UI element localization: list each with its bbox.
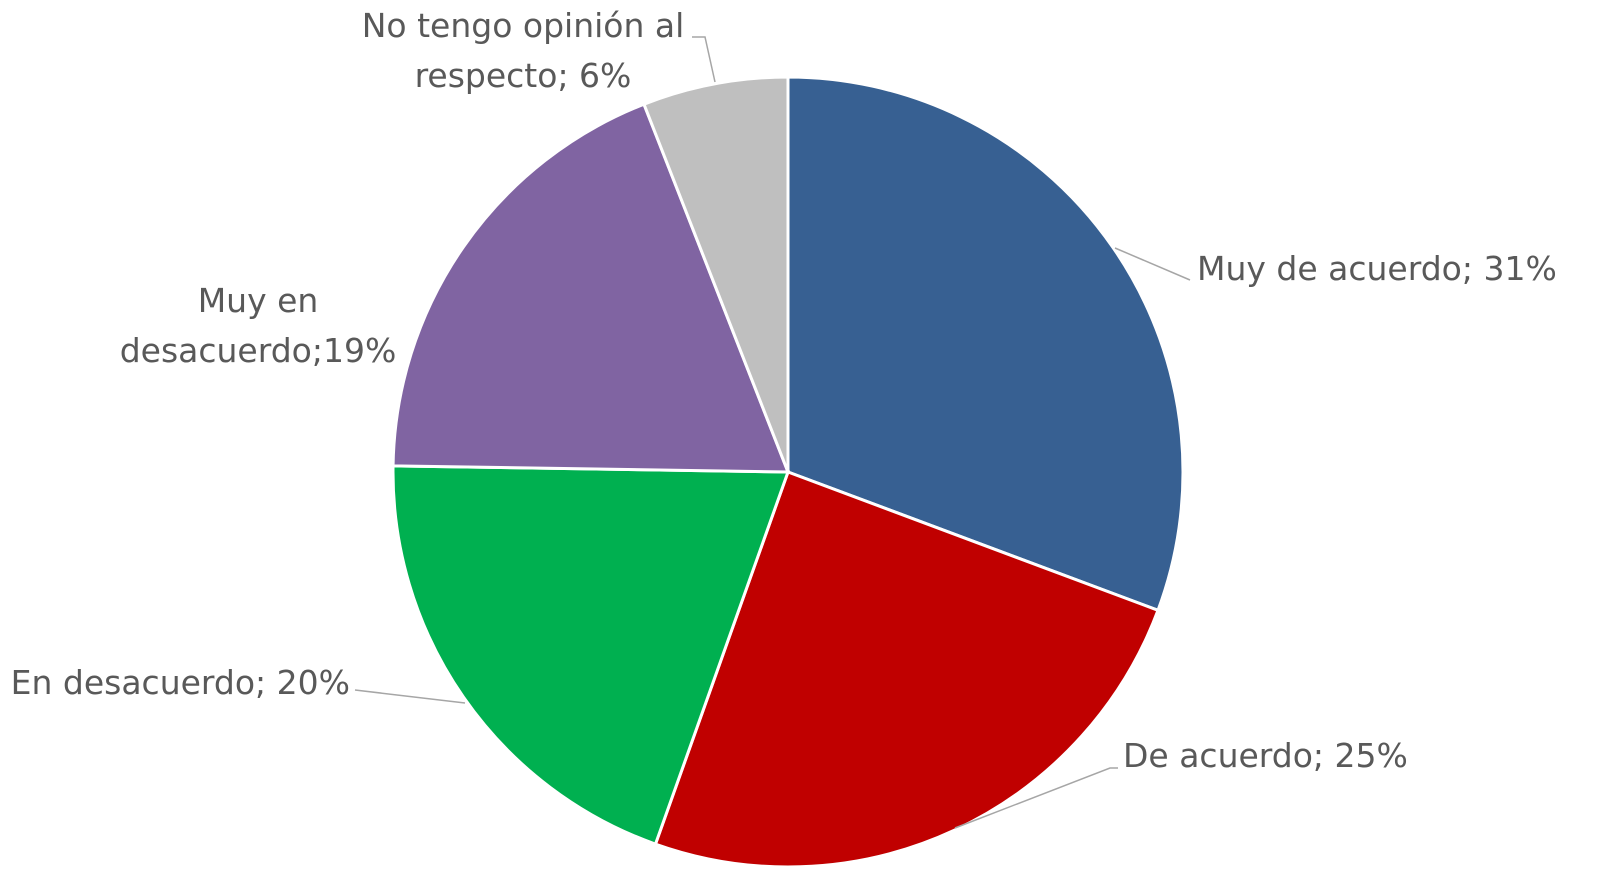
leader-line [954, 767, 1118, 829]
label-line: No tengo opinión al [362, 6, 685, 45]
pie-slice [391, 102, 791, 474]
data-label: De acuerdo; 25% [1123, 736, 1408, 775]
pie-slice [786, 75, 1185, 613]
pie-slice [391, 464, 791, 847]
data-label: No tengo opinión al respecto; 6% [362, 6, 685, 95]
leader-line [1114, 247, 1191, 281]
label-line: De acuerdo; 25% [1123, 736, 1408, 775]
label-line: desacuerdo;19% [120, 331, 397, 370]
data-label: Muy en desacuerdo;19% [120, 281, 397, 370]
label-line: Muy de acuerdo; 31% [1197, 249, 1557, 288]
data-label: Muy de acuerdo; 31% [1197, 249, 1557, 288]
label-line: En desacuerdo; 20% [11, 663, 350, 702]
label-line: Muy en [198, 281, 319, 320]
pie-slice [642, 75, 790, 473]
data-label: En desacuerdo; 20% [11, 663, 350, 702]
leader-line [354, 689, 466, 704]
pie-slice [653, 470, 1160, 869]
label-line: respecto; 6% [415, 56, 632, 95]
leader-line [692, 36, 716, 83]
